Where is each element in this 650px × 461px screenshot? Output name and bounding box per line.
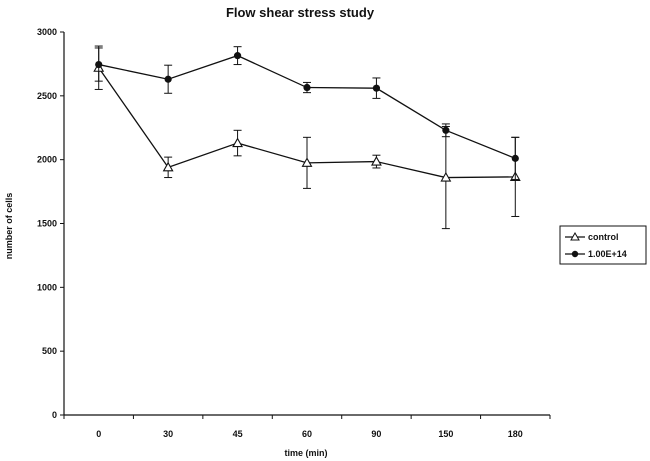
x-axis-label: time (min) bbox=[284, 448, 327, 458]
y-tick-label: 2500 bbox=[37, 91, 57, 101]
x-tick-label: 60 bbox=[302, 429, 312, 439]
y-axis-label: number of cells bbox=[4, 193, 14, 260]
legend-marker-circle bbox=[571, 250, 579, 258]
x-tick-label: 180 bbox=[508, 429, 523, 439]
series-control bbox=[93, 45, 521, 230]
y-tick-label: 2000 bbox=[37, 155, 57, 165]
legend-marker-triangle bbox=[570, 231, 580, 241]
legend: control 1.00E+14 bbox=[559, 225, 647, 265]
series-treated bbox=[94, 46, 520, 180]
data-point-circle bbox=[164, 75, 172, 83]
data-point-circle bbox=[372, 84, 381, 92]
x-tick-label: 90 bbox=[371, 429, 381, 439]
x-tick-label: 150 bbox=[438, 429, 453, 439]
data-point-circle bbox=[95, 60, 103, 69]
data-point-triangle bbox=[162, 161, 174, 172]
y-tick-label: 1000 bbox=[37, 282, 57, 292]
x-tick-label: 30 bbox=[163, 429, 173, 439]
data-point-triangle bbox=[440, 171, 452, 182]
x-tick-label: 0 bbox=[96, 429, 101, 439]
x-tick-label: 45 bbox=[233, 429, 243, 439]
data-point-triangle bbox=[232, 137, 244, 148]
legend-box bbox=[559, 225, 647, 265]
y-tick-label: 0 bbox=[52, 410, 57, 420]
legend-label: 1.00E+14 bbox=[588, 249, 627, 259]
plot-area: 0 500 1000 1500 2000 2500 3000 0 30 45 60 90 150 180 bbox=[37, 27, 551, 439]
y-tick-label: 3000 bbox=[37, 27, 57, 37]
data-point-triangle bbox=[301, 157, 313, 167]
data-point-circle bbox=[303, 83, 311, 92]
y-tick-label: 500 bbox=[42, 346, 57, 356]
legend-label: control bbox=[588, 232, 619, 242]
data-point-triangle bbox=[370, 155, 382, 166]
data-point-circle bbox=[511, 154, 519, 162]
data-point-circle bbox=[442, 126, 450, 134]
chart-title: Flow shear stress study bbox=[226, 5, 375, 20]
y-tick-label: 1500 bbox=[37, 219, 57, 229]
data-point-circle bbox=[233, 52, 242, 60]
